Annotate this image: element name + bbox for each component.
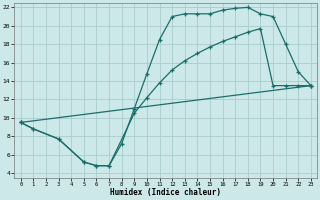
X-axis label: Humidex (Indice chaleur): Humidex (Indice chaleur) [110, 188, 221, 197]
